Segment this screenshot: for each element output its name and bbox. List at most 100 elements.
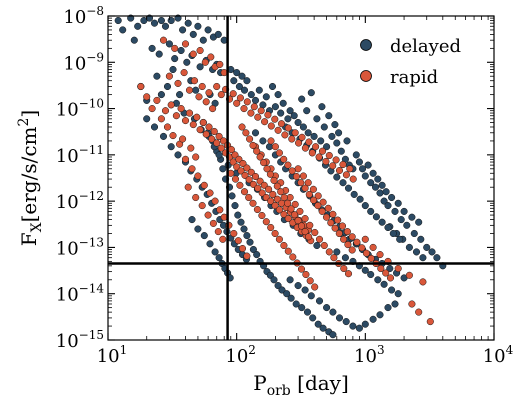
x-tick-label: 103 <box>354 343 385 367</box>
point-delayed-50 <box>247 91 255 99</box>
point-delayed-104 <box>382 188 390 196</box>
point-delayed-34 <box>233 69 241 77</box>
point-rapid-215 <box>331 224 339 232</box>
point-rapid-148 <box>291 200 299 208</box>
point-rapid-52 <box>247 168 255 176</box>
point-delayed-24 <box>171 55 179 63</box>
point-rapid-135 <box>198 202 206 210</box>
point-delayed-146 <box>292 300 300 308</box>
point-rapid-113 <box>329 162 337 170</box>
point-rapid-231 <box>137 82 145 91</box>
point-rapid-245 <box>249 199 257 207</box>
point-rapid-216 <box>335 229 343 238</box>
point-rapid-253 <box>284 247 292 255</box>
point-rapid-101 <box>288 135 296 143</box>
point-rapid-47 <box>237 167 245 175</box>
point-delayed-72 <box>313 115 321 123</box>
point-delayed-213 <box>206 240 214 248</box>
point-delayed-194 <box>174 151 182 159</box>
point-rapid-1 <box>171 44 179 52</box>
point-rapid-177 <box>377 264 385 273</box>
point-rapid-211 <box>314 202 322 210</box>
y-tick-label: 10−11 <box>56 143 104 167</box>
point-delayed-174 <box>361 266 369 274</box>
point-rapid-188 <box>266 170 274 178</box>
point-rapid-124 <box>206 189 214 197</box>
point-rapid-159 <box>344 270 353 278</box>
point-delayed-150 <box>314 320 322 328</box>
point-delayed-134 <box>246 238 254 246</box>
point-rapid-131 <box>238 244 247 253</box>
point-rapid-20 <box>153 96 161 104</box>
point-delayed-192 <box>159 132 168 140</box>
point-delayed-64 <box>294 118 302 127</box>
point-rapid-153 <box>315 235 324 243</box>
point-delayed-106 <box>394 199 402 207</box>
point-delayed-115 <box>412 248 421 256</box>
y-tick-label: 10−9 <box>63 50 104 74</box>
legend-label-delayed: delayed <box>390 36 461 57</box>
point-delayed-256 <box>378 218 386 226</box>
point-rapid-200 <box>267 137 275 145</box>
point-delayed-167 <box>376 311 384 319</box>
point-rapid-174 <box>362 249 370 257</box>
point-rapid-228 <box>415 308 423 316</box>
point-rapid-239 <box>192 153 200 161</box>
point-delayed-87 <box>355 158 363 166</box>
point-delayed-70 <box>298 95 306 103</box>
point-delayed-71 <box>303 107 311 115</box>
point-rapid-116 <box>339 160 347 169</box>
point-rapid-49 <box>241 171 249 179</box>
point-rapid-121 <box>188 165 196 173</box>
point-delayed-255 <box>372 213 380 221</box>
point-rapid-196 <box>294 217 302 225</box>
point-rapid-195 <box>291 211 299 219</box>
point-rapid-3 <box>189 50 197 58</box>
point-rapid-89 <box>247 109 255 117</box>
point-delayed-135 <box>249 245 257 254</box>
point-rapid-15 <box>195 93 203 101</box>
point-delayed-44 <box>169 65 177 74</box>
point-rapid-109 <box>315 153 323 161</box>
point-delayed-114 <box>419 254 427 262</box>
point-rapid-84 <box>229 90 237 98</box>
point-rapid-171 <box>348 233 356 241</box>
point-rapid-257 <box>302 270 310 279</box>
point-delayed-267 <box>215 151 223 159</box>
point-rapid-43 <box>229 158 237 166</box>
point-rapid-247 <box>258 211 266 220</box>
point-delayed-144 <box>283 290 291 298</box>
legend: delayed rapid <box>360 36 461 88</box>
point-delayed-257 <box>384 223 392 232</box>
point-rapid-63 <box>271 202 279 210</box>
point-rapid-168 <box>334 216 342 224</box>
point-rapid-163 <box>309 185 317 193</box>
point-rapid-232 <box>148 105 156 113</box>
y-tick-label: 10−8 <box>63 4 104 28</box>
legend-label-rapid: rapid <box>390 67 438 88</box>
point-delayed-111 <box>428 248 436 256</box>
point-rapid-107 <box>308 149 316 157</box>
point-rapid-111 <box>322 157 330 166</box>
point-rapid-160 <box>294 165 302 173</box>
point-rapid-32 <box>205 123 213 131</box>
point-rapid-208 <box>301 184 309 192</box>
point-rapid-182 <box>246 135 254 143</box>
point-rapid-0 <box>159 36 168 44</box>
point-delayed-11 <box>179 26 187 34</box>
point-delayed-151 <box>319 324 327 332</box>
point-delayed-160 <box>329 308 337 316</box>
point-rapid-90 <box>250 103 258 111</box>
point-delayed-63 <box>286 107 294 115</box>
point-rapid-178 <box>382 269 390 277</box>
point-rapid-209 <box>305 190 313 198</box>
y-axis-label-sub: X <box>29 222 45 232</box>
point-rapid-207 <box>297 179 305 187</box>
point-delayed-18 <box>214 30 222 38</box>
point-rapid-132 <box>243 252 251 260</box>
point-rapid-133 <box>184 183 192 191</box>
point-rapid-165 <box>319 198 327 206</box>
point-delayed-165 <box>361 320 369 328</box>
point-rapid-162 <box>304 179 312 187</box>
point-delayed-9 <box>167 16 175 25</box>
